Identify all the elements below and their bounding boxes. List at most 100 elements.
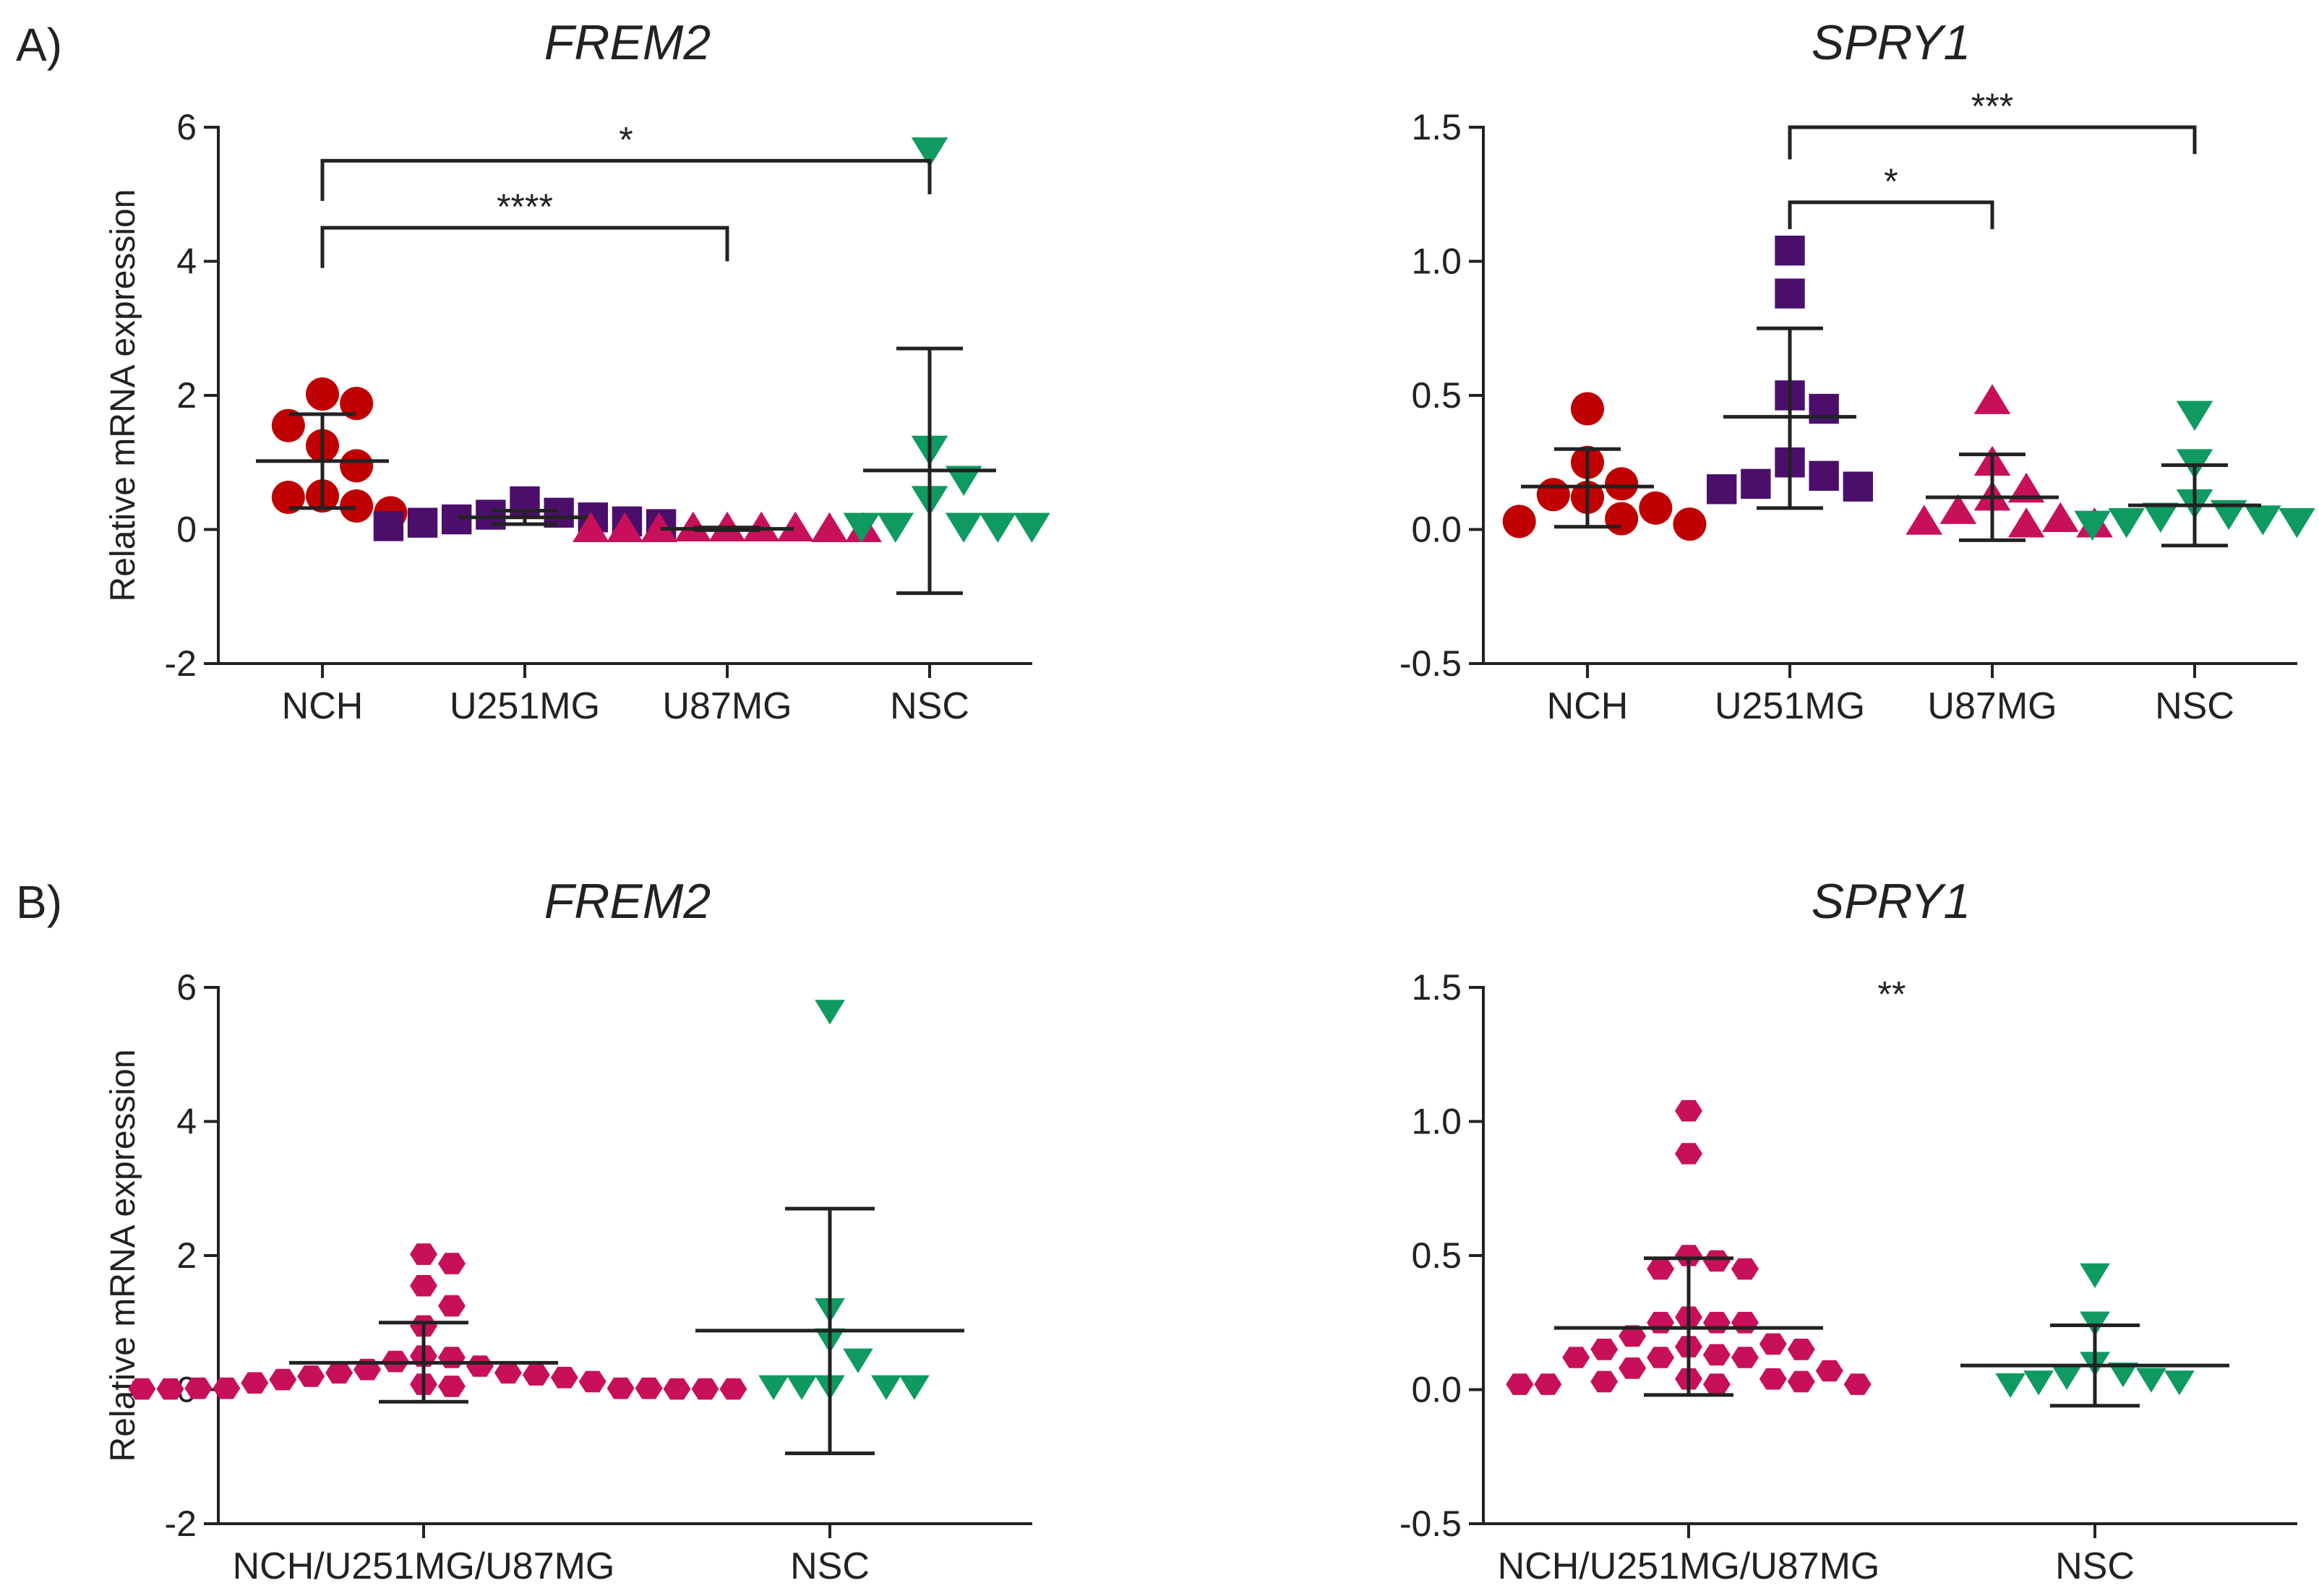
significance-bracket [1788, 200, 1994, 229]
data-point [811, 512, 848, 542]
data-point [1647, 1347, 1675, 1368]
data-point [1759, 1333, 1787, 1355]
chart-title: SPRY1 [1812, 874, 1971, 929]
data-point [438, 1347, 466, 1368]
data-point [1741, 468, 1771, 499]
data-point [1590, 1370, 1619, 1393]
series-nsc [695, 1000, 964, 1456]
series-nsc [2074, 400, 2315, 548]
y-tick-label: 0.5 [1411, 375, 1462, 416]
panel-label-b: B) [16, 876, 62, 928]
data-point [2007, 472, 2045, 503]
data-point [1013, 512, 1050, 543]
y-tick-label: 2 [176, 1235, 197, 1276]
data-point [156, 1378, 184, 1400]
chart-title: FREM2 [544, 874, 711, 929]
data-point [1506, 1373, 1534, 1395]
data-point [1605, 502, 1639, 536]
data-point [815, 1000, 845, 1025]
data-point [438, 1376, 466, 1397]
data-point [1562, 1347, 1590, 1368]
data-point [1639, 491, 1673, 525]
data-point [2108, 507, 2145, 539]
data-point [241, 1372, 269, 1394]
data-point [1675, 1143, 1702, 1164]
y-axis-title: Relative mRNA expression [104, 189, 142, 602]
data-point [550, 1367, 578, 1389]
panel-label-a: A) [16, 19, 62, 71]
y-tick-label: 4 [176, 1102, 197, 1142]
y-tick-label: 6 [176, 967, 197, 1008]
data-point [1906, 505, 1942, 535]
significance-label: ** [1878, 974, 1906, 1015]
data-point [438, 1253, 466, 1274]
data-point [843, 512, 880, 543]
y-tick-label: 1.5 [1411, 107, 1462, 147]
data-point [573, 512, 609, 542]
data-point [1702, 1344, 1731, 1366]
series-nch [1502, 392, 1707, 541]
significance-bracket [1788, 125, 2197, 160]
data-point [2176, 400, 2213, 431]
series-u87mg [1906, 384, 2113, 542]
y-tick-label: 1.0 [1411, 241, 1462, 282]
data-point [1775, 235, 1805, 266]
significance-label: * [1884, 161, 1898, 202]
data-point [911, 137, 948, 168]
series-nch-u251mg-u87mg [1506, 1099, 1872, 1397]
data-point [980, 512, 1016, 543]
data-point [476, 499, 506, 530]
data-point [945, 512, 982, 543]
data-point [606, 512, 643, 542]
data-point [871, 1375, 901, 1400]
y-tick-label: 2 [176, 375, 197, 416]
data-point [1809, 460, 1839, 491]
data-point [2074, 510, 2111, 541]
data-point [899, 1375, 930, 1400]
data-point [2052, 1365, 2082, 1390]
y-tick-label: -0.5 [1399, 1503, 1462, 1544]
data-point [1647, 1258, 1675, 1280]
data-point [271, 408, 305, 442]
data-point [1702, 1311, 1731, 1334]
data-point [640, 512, 677, 542]
x-category-label: NSC [890, 685, 969, 727]
y-tick-label: 0.0 [1411, 1370, 1462, 1410]
significance-bracket [320, 226, 729, 268]
data-point [1973, 384, 2011, 414]
series-u251mg [1707, 235, 1873, 510]
data-point [1675, 1099, 1702, 1122]
x-category-label: U251MG [450, 685, 600, 727]
x-category-label: NSC [2155, 685, 2234, 727]
data-point [945, 466, 982, 496]
data-point [1619, 1325, 1647, 1347]
data-point [2245, 505, 2281, 536]
data-point [522, 1364, 550, 1386]
data-point [128, 1378, 156, 1400]
significance-label: *** [1971, 86, 2013, 126]
data-point [1675, 1245, 1702, 1266]
y-tick-label: 0 [176, 510, 197, 550]
data-point [410, 1243, 437, 1265]
x-category-label: NCH/U251MG/U87MG [233, 1545, 615, 1587]
data-point [1647, 1311, 1675, 1334]
series-nsc [843, 137, 1050, 596]
x-category-label: NSC [790, 1545, 870, 1587]
y-tick-label: 4 [176, 241, 197, 282]
data-point [340, 387, 374, 421]
series-nch [256, 377, 408, 530]
data-point [510, 486, 540, 517]
chart-title: FREM2 [544, 15, 711, 70]
data-point [2007, 507, 2045, 538]
y-tick-label: -2 [165, 643, 197, 684]
y-tick-label: 1.5 [1411, 967, 1462, 1008]
data-point [2142, 502, 2179, 533]
y-tick-label: -0.5 [1399, 643, 1462, 684]
data-point [2279, 507, 2315, 539]
data-point [1502, 505, 1536, 539]
y-axis-title: Relative mRNA expression [104, 1050, 142, 1462]
significance-label: **** [497, 186, 553, 227]
